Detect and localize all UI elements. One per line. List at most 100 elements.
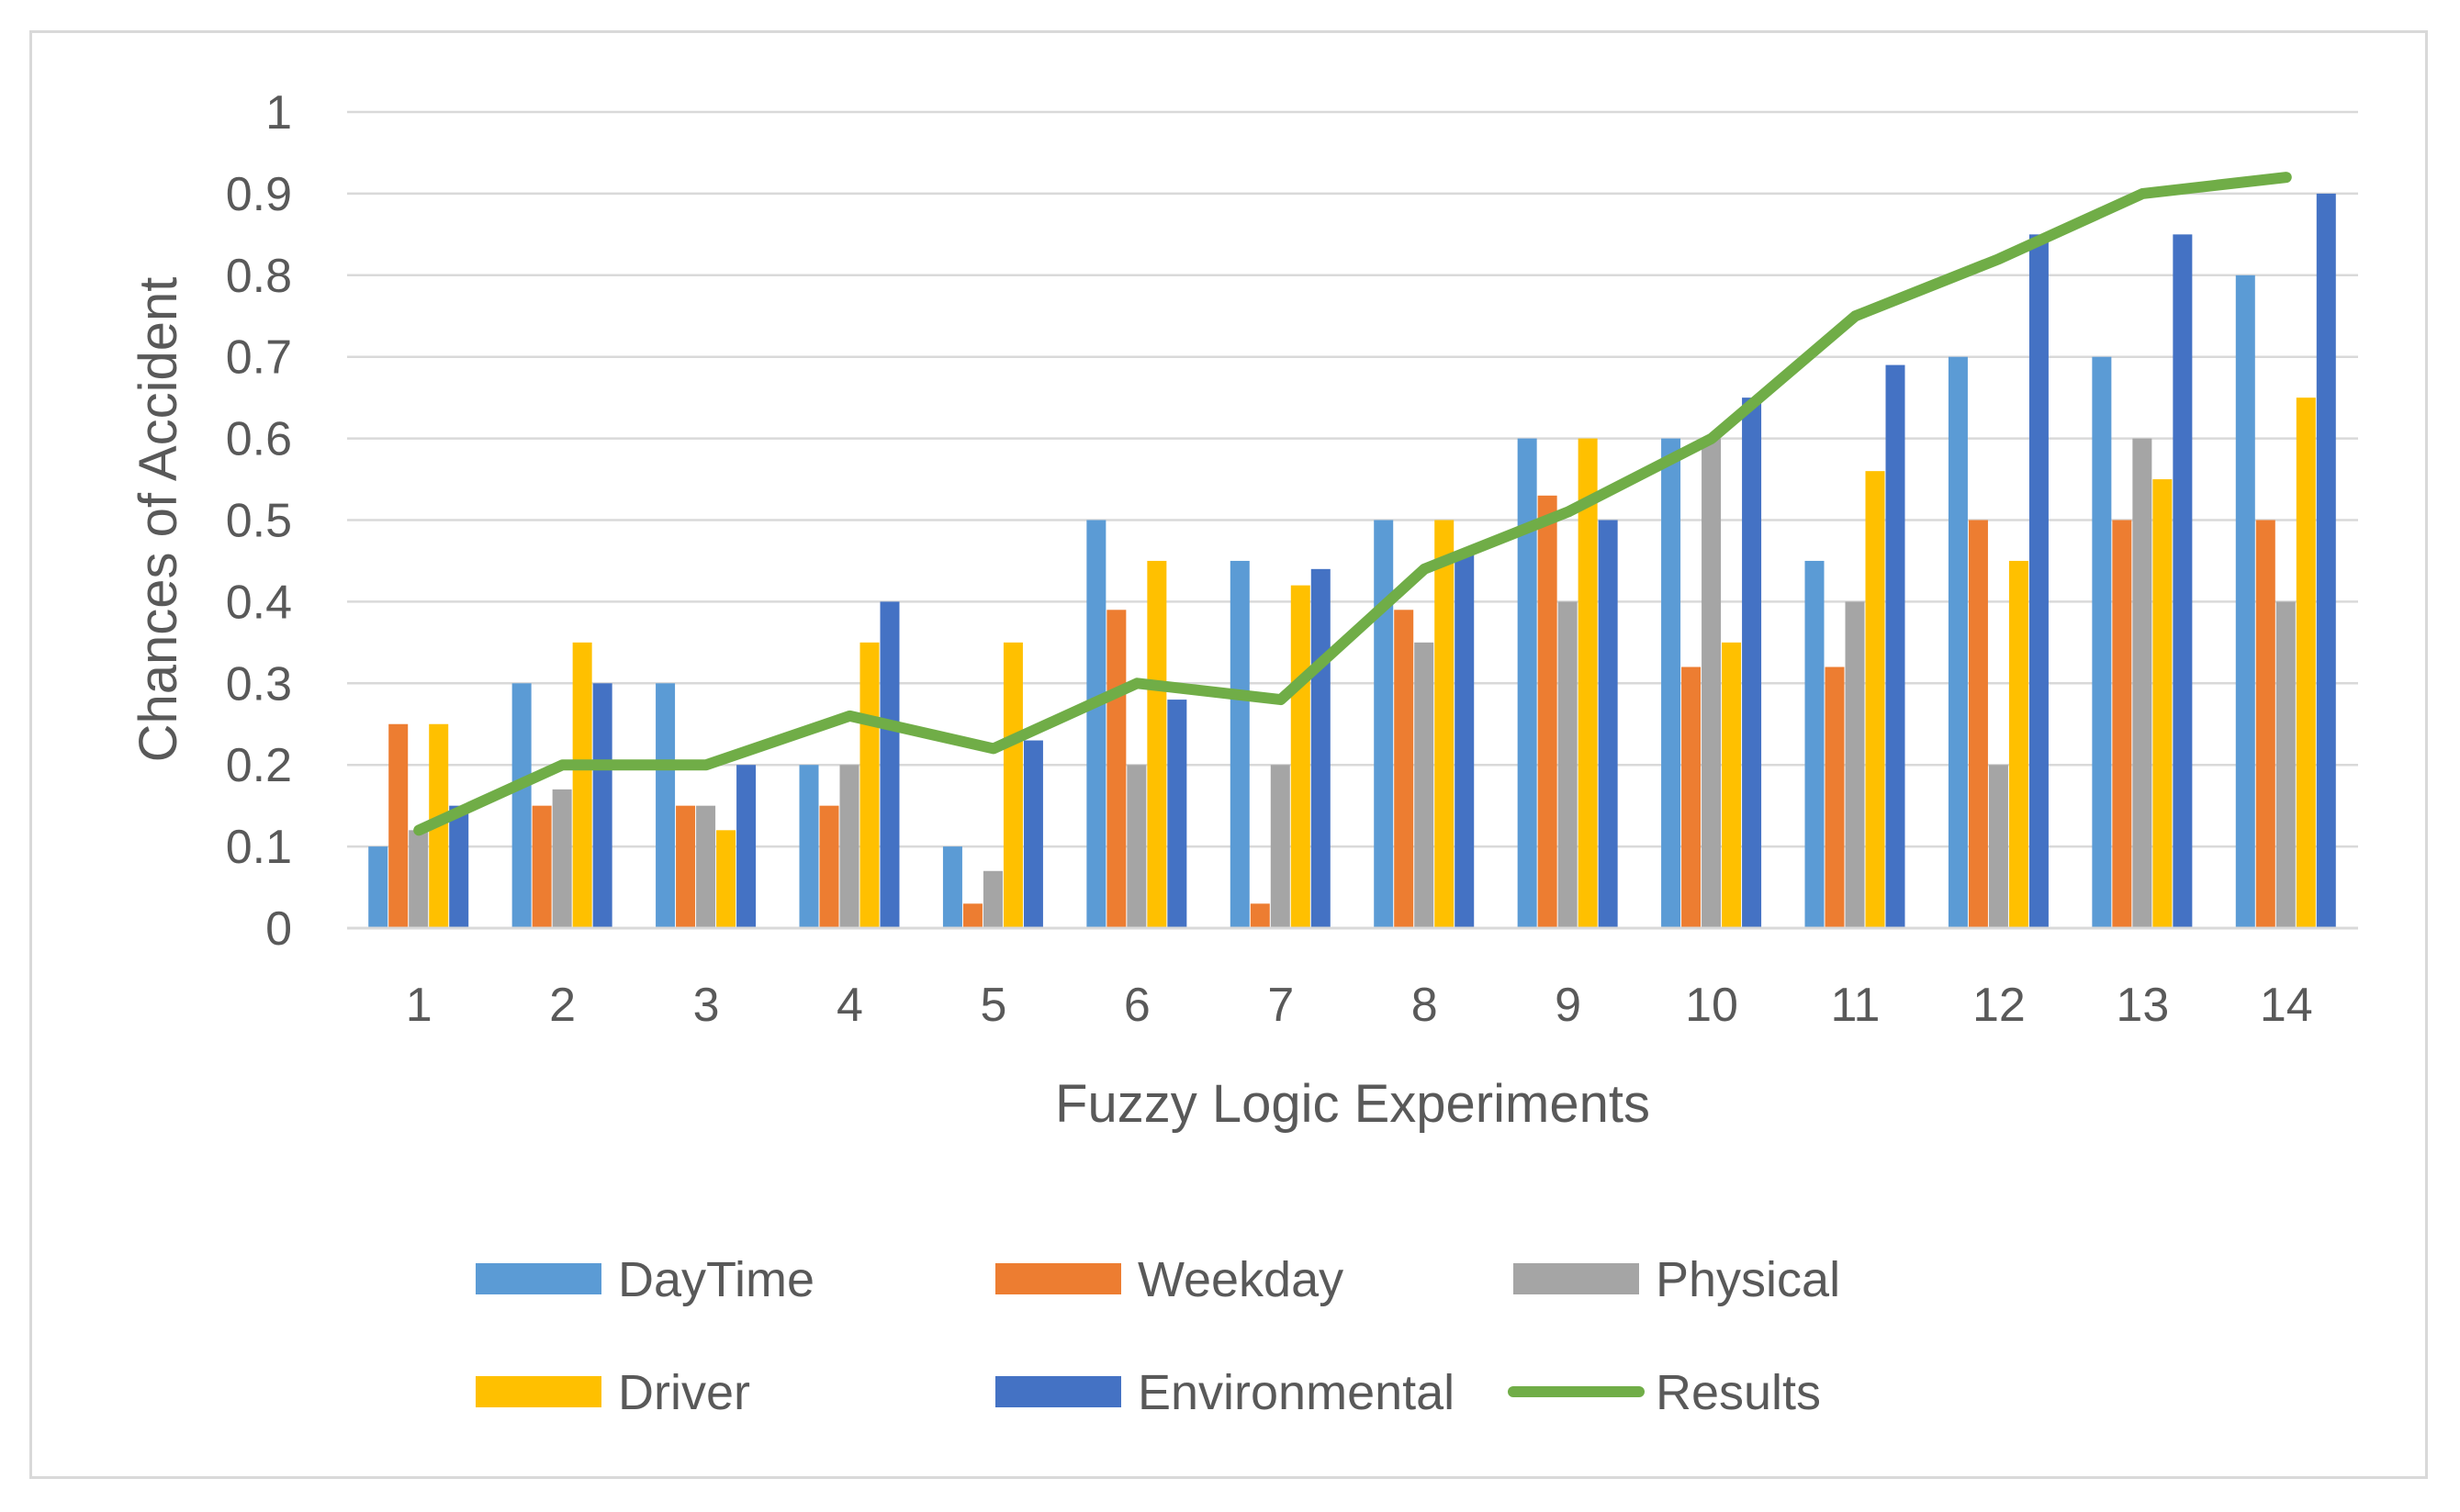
x-tick-label: 11 bbox=[1831, 979, 1881, 1032]
bar-physical-9 bbox=[1557, 601, 1578, 928]
y-tick-label: 0.3 bbox=[226, 657, 292, 711]
x-tick-label: 14 bbox=[2260, 979, 2313, 1032]
bar-physical-8 bbox=[1414, 642, 1434, 928]
bar-driver-3 bbox=[716, 830, 736, 928]
bar-physical-4 bbox=[839, 765, 859, 928]
bar-daytime-9 bbox=[1517, 438, 1537, 929]
bar-weekday-9 bbox=[1537, 495, 1557, 928]
legend-swatch-driver bbox=[476, 1376, 601, 1407]
legend-label-daytime: DayTime bbox=[618, 1252, 814, 1307]
x-tick-label: 4 bbox=[837, 979, 863, 1032]
bar-daytime-11 bbox=[1804, 560, 1825, 928]
bar-weekday-7 bbox=[1250, 903, 1270, 928]
x-tick-label: 2 bbox=[549, 979, 576, 1032]
bar-daytime-2 bbox=[511, 683, 532, 928]
bar-daytime-7 bbox=[1230, 560, 1250, 928]
y-axis-ticks: 0 0.1 0.2 0.3 0.4 0.5 0.6 0.7 0.8 0.9 1 bbox=[226, 86, 292, 956]
x-tick-label: 12 bbox=[1972, 979, 2026, 1032]
bar-weekday-1 bbox=[388, 723, 409, 928]
bar-environmental-11 bbox=[1885, 364, 1905, 929]
bar-weekday-6 bbox=[1106, 610, 1127, 928]
bar-physical-3 bbox=[696, 805, 716, 928]
bar-environmental-5 bbox=[1023, 740, 1043, 928]
legend: DayTime Weekday Physical Driver Environmenta… bbox=[476, 1252, 1840, 1420]
legend-label-environmental: Environmental bbox=[1138, 1365, 1455, 1420]
legend-label-weekday: Weekday bbox=[1138, 1252, 1343, 1307]
y-tick-label: 0.2 bbox=[226, 739, 292, 792]
bar-weekday-11 bbox=[1825, 666, 1845, 928]
bar-daytime-3 bbox=[656, 683, 676, 928]
bar-environmental-4 bbox=[880, 601, 900, 928]
bar-daytime-6 bbox=[1086, 520, 1106, 928]
results-line-layer bbox=[413, 172, 2292, 836]
bar-environmental-14 bbox=[2316, 193, 2336, 928]
bar-driver-12 bbox=[2008, 560, 2028, 928]
legend-label-physical: Physical bbox=[1656, 1252, 1840, 1307]
bar-driver-7 bbox=[1290, 585, 1310, 928]
bar-daytime-4 bbox=[799, 765, 819, 928]
y-tick-label: 0 bbox=[265, 902, 292, 956]
x-tick-label: 3 bbox=[693, 979, 720, 1032]
legend-swatch-daytime bbox=[476, 1263, 601, 1294]
bar-daytime-10 bbox=[1661, 438, 1681, 929]
bar-weekday-3 bbox=[676, 805, 696, 928]
bar-driver-2 bbox=[572, 642, 592, 928]
x-axis-title: Fuzzy Logic Experiments bbox=[1055, 1074, 1650, 1134]
bar-environmental-13 bbox=[2173, 234, 2193, 929]
bar-driver-13 bbox=[2152, 479, 2173, 928]
bar-driver-11 bbox=[1865, 471, 1885, 928]
y-tick-label: 0.8 bbox=[226, 250, 292, 303]
bar-environmental-12 bbox=[2028, 234, 2049, 929]
bar-weekday-4 bbox=[819, 805, 839, 928]
legend-swatch-weekday bbox=[995, 1263, 1121, 1294]
legend-swatch-physical bbox=[1513, 1263, 1639, 1294]
y-tick-label: 0.7 bbox=[226, 331, 292, 385]
bar-physical-12 bbox=[1988, 765, 2008, 928]
bar-weekday-13 bbox=[2112, 520, 2132, 928]
bar-daytime-8 bbox=[1374, 520, 1394, 928]
legend-label-driver: Driver bbox=[618, 1365, 750, 1420]
y-tick-label: 0.6 bbox=[226, 413, 292, 466]
bar-physical-10 bbox=[1702, 438, 1722, 929]
y-tick-label: 1 bbox=[265, 86, 292, 140]
y-tick-label: 0.9 bbox=[226, 168, 292, 221]
bars bbox=[368, 193, 2336, 929]
bar-weekday-2 bbox=[532, 805, 552, 928]
bar-daytime-13 bbox=[2092, 356, 2112, 928]
bar-weekday-10 bbox=[1681, 666, 1702, 928]
y-tick-label: 0.4 bbox=[226, 576, 292, 629]
y-axis-title: Chances of Accident bbox=[129, 277, 188, 763]
gridlines bbox=[347, 110, 2358, 848]
bar-environmental-6 bbox=[1167, 700, 1187, 928]
bar-driver-10 bbox=[1722, 642, 1742, 928]
bar-environmental-9 bbox=[1598, 520, 1618, 928]
y-tick-label: 0.1 bbox=[226, 821, 292, 874]
bar-daytime-5 bbox=[942, 846, 962, 928]
bar-driver-4 bbox=[859, 642, 880, 928]
y-tick-label: 0.5 bbox=[226, 495, 292, 548]
bar-environmental-7 bbox=[1310, 568, 1331, 928]
bar-environmental-2 bbox=[592, 683, 612, 928]
bar-environmental-1 bbox=[449, 805, 469, 928]
x-tick-label: 7 bbox=[1267, 979, 1294, 1032]
bar-physical-2 bbox=[552, 789, 572, 928]
x-tick-label: 5 bbox=[980, 979, 1006, 1032]
bar-driver-8 bbox=[1434, 520, 1455, 928]
bar-physical-11 bbox=[1845, 601, 1865, 928]
bar-driver-14 bbox=[2296, 398, 2316, 928]
x-tick-label: 8 bbox=[1411, 979, 1438, 1032]
bar-weekday-8 bbox=[1394, 610, 1414, 928]
bar-physical-5 bbox=[983, 870, 1003, 928]
x-tick-label: 13 bbox=[2116, 979, 2169, 1032]
bar-physical-6 bbox=[1127, 765, 1147, 928]
bar-environmental-8 bbox=[1455, 553, 1475, 928]
x-tick-label: 1 bbox=[406, 979, 432, 1032]
bar-driver-6 bbox=[1147, 560, 1167, 928]
legend-label-results: Results bbox=[1656, 1365, 1821, 1420]
x-axis-ticks: 1 2 3 4 5 6 7 8 9 10 11 12 13 14 bbox=[406, 979, 2313, 1032]
bar-driver-5 bbox=[1003, 642, 1023, 928]
bar-daytime-12 bbox=[1948, 356, 1968, 928]
bar-weekday-5 bbox=[962, 903, 983, 928]
legend-swatch-environmental bbox=[995, 1376, 1121, 1407]
bar-physical-13 bbox=[2132, 438, 2152, 929]
